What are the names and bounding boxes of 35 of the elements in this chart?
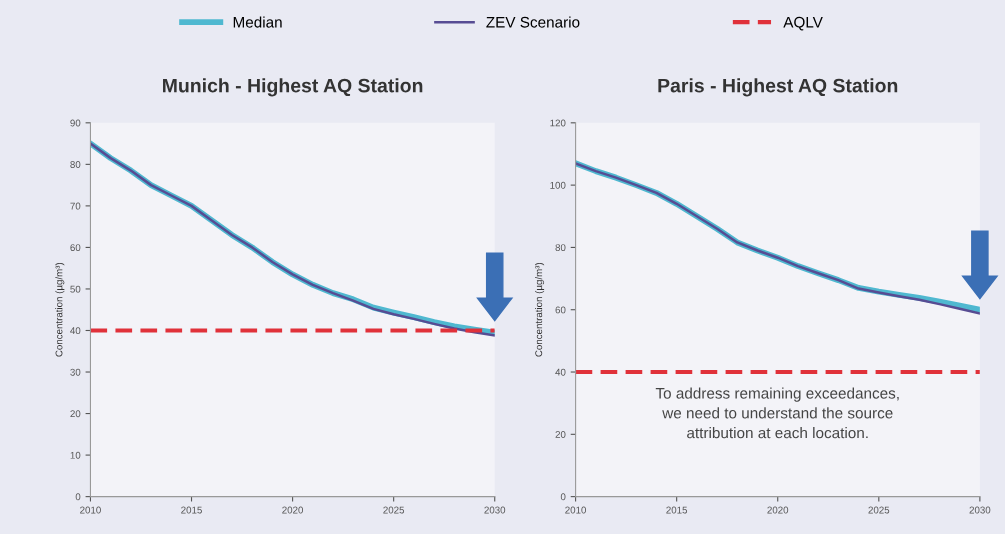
x-tick-label: 2010	[565, 506, 587, 514]
y-tick-label: 80	[555, 244, 566, 252]
x-tick-label: 2030	[969, 506, 991, 514]
y-tick-label: 30	[70, 368, 81, 376]
y-tick-label: 20	[555, 431, 566, 438]
x-tick-label: 2015	[666, 506, 688, 514]
y-tick-label: 80	[70, 161, 81, 168]
legend-label: AQLV	[783, 16, 823, 31]
x-tick-label: 2030	[484, 506, 506, 514]
y-tick-label: 100	[550, 181, 566, 189]
legend-label: Median	[233, 16, 282, 28]
y-axis-title: Concentration (µg/m³)	[535, 262, 545, 357]
x-tick-label: 2020	[282, 506, 304, 514]
y-tick-label: 90	[70, 119, 81, 127]
chart-title: Munich - Highest AQ Station	[163, 78, 423, 97]
y-tick-label: 60	[70, 244, 81, 252]
y-tick-label: 0	[560, 493, 566, 501]
y-tick-label: 20	[70, 410, 81, 418]
x-tick-label: 2010	[80, 506, 101, 514]
x-tick-label: 2020	[767, 506, 789, 514]
x-tick-label: 2025	[868, 506, 890, 514]
y-tick-label: 50	[70, 285, 81, 293]
y-tick-label: 40	[70, 327, 81, 335]
chart-title: Paris - Highest AQ Station	[658, 78, 898, 97]
y-axis-title: Concentration (µg/m³)	[55, 262, 65, 357]
y-tick-label: 60	[555, 306, 566, 314]
x-tick-label: 2025	[383, 506, 405, 514]
legend-label: ZEV Scenario	[486, 16, 580, 28]
y-tick-label: 70	[70, 202, 81, 210]
annotation: To address remaining exceedances, we need to understand the source attribution at each location.	[655, 387, 899, 439]
y-tick-label: 40	[555, 368, 566, 376]
y-tick-label: 10	[70, 451, 81, 459]
y-tick-label: 120	[550, 119, 566, 127]
x-tick-label: 2015	[181, 506, 202, 514]
y-tick-label: 0	[75, 493, 81, 501]
